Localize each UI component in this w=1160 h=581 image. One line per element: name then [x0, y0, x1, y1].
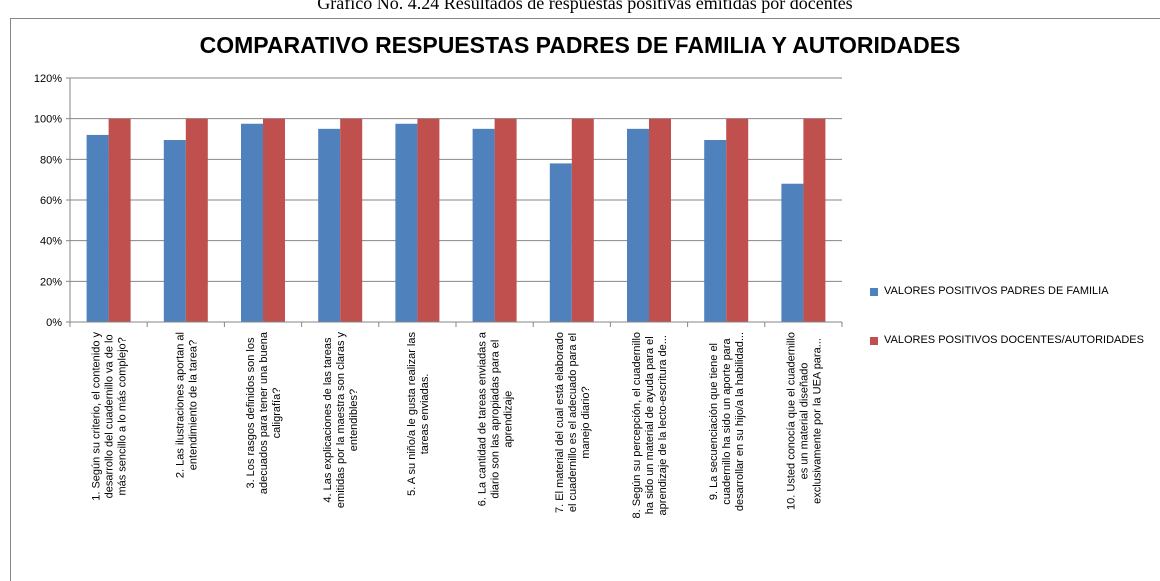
x-tick-label-line: 10. Usted conocía que el cuadernillo: [785, 332, 797, 510]
bar: [318, 128, 341, 322]
x-tick-label: 10. Usted conocía que el cuadernillo es u…: [785, 332, 823, 510]
x-tick-label-line: más sencillo a lo más complejo?: [117, 337, 129, 495]
x-tick-label: 4. Las explicaciones de las tareas emitid…: [322, 332, 360, 509]
bar: [704, 140, 727, 322]
bar: [263, 118, 286, 323]
x-tick-label-line: entendibles?: [348, 389, 360, 451]
x-tick-label-line: 6. La cantidad de tareas enviadas a: [477, 331, 489, 506]
x-tick-label: 1. Según su criterio, el contenido y desa…: [91, 332, 129, 501]
x-tick-label: 8. Según su percepción, el cuadernillo ha…: [631, 332, 669, 519]
x-tick-label-line: 7. El material del cual está elaborado: [554, 332, 566, 513]
x-tick-label-line: caligrafía?: [271, 388, 283, 439]
bar: [340, 118, 363, 323]
x-tick-label: 5. A su niño/a le gusta realizar las tare…: [406, 332, 431, 496]
y-tick-label: 20%: [40, 276, 62, 288]
y-tick-label: 80%: [40, 154, 62, 166]
bar: [726, 118, 749, 323]
bar: [395, 123, 418, 322]
x-tick-label-line: exclusivamente por la UEA para...: [811, 338, 823, 504]
bar: [240, 123, 263, 322]
x-tick-label-line: aprendizaje: [503, 391, 515, 448]
x-tick-label-line: desarrollo del cuadernillo va de lo: [104, 334, 116, 498]
bar: [108, 118, 131, 323]
x-tick-label: 6. La cantidad de tareas enviadas a diari…: [477, 331, 515, 506]
x-tick-label: 3. Los rasgos definidos son los adecuados…: [245, 331, 283, 494]
caption: Gráfico No. 4.24 Resultados de respuesta…: [317, 0, 852, 13]
legend-swatch: [870, 337, 878, 345]
x-tick-label-line: 4. Las explicaciones de las tareas: [322, 337, 334, 503]
caption-bg: [0, 0, 1160, 18]
bar: [549, 163, 572, 322]
x-tick-label-line: adecuados para tener una buena: [258, 331, 270, 494]
bar: [649, 118, 672, 323]
bar: [472, 128, 495, 322]
x-tick-label-line: es un material diseñado: [798, 363, 810, 480]
x-tick-label-line: 9. La secuenciación que tiene el: [708, 343, 720, 500]
legend-label: VALORES POSITIVOS DOCENTES/AUTORIDADES: [884, 334, 1144, 346]
x-tick-label-line: 1. Según su criterio, el contenido y: [91, 332, 103, 501]
x-tick-label-line: 5. A su niño/a le gusta realizar las: [406, 332, 418, 496]
y-tick-label: 0%: [46, 317, 62, 329]
x-tick-label-line: manejo diario?: [580, 386, 592, 458]
x-tick-label-line: 3. Los rasgos definidos son los: [245, 337, 257, 489]
x-tick-label-line: diario son las apropiadas para el: [490, 340, 502, 499]
bar: [417, 118, 440, 323]
x-tick-label-line: emitidas por la maestra son claras y: [335, 332, 347, 509]
bar: [781, 183, 804, 322]
bar: [185, 118, 208, 323]
x-tick-label: 9. La secuenciación que tiene el cuaderni…: [708, 332, 746, 511]
bar: [494, 118, 517, 323]
bar: [803, 118, 826, 323]
x-tick-label-line: aprendizaje de la lecto-escritura de...: [657, 335, 669, 515]
y-tick-label: 100%: [34, 114, 62, 126]
x-tick-label-line: 8. Según su percepción, el cuadernillo: [631, 332, 643, 519]
y-tick-label: 40%: [40, 236, 62, 248]
x-tick-label-line: desarrollar en su hijo/a la habilidad...: [734, 332, 746, 511]
legend-swatch: [870, 288, 878, 296]
x-tick-label-line: cuadernillo ha sido un aporte para: [721, 338, 733, 505]
x-tick-label: 2. Las ilustraciones aportan al entendimi…: [174, 332, 199, 478]
x-tick-label-line: el cuadernillo es el adecuado para el: [567, 333, 579, 512]
bar: [86, 134, 109, 322]
x-tick-label-line: 2. Las ilustraciones aportan al: [174, 332, 186, 478]
bar: [626, 128, 649, 322]
x-tick-label-line: tareas enviadas.: [419, 374, 431, 455]
x-tick-label-line: ha sido un material de ayuda para el: [644, 336, 656, 514]
chart-title: COMPARATIVO RESPUESTAS PADRES DE FAMILIA…: [200, 32, 961, 58]
x-tick-label: 7. El material del cual está elaborado el…: [554, 332, 592, 513]
bar: [163, 140, 186, 322]
y-tick-label: 60%: [40, 195, 62, 207]
legend-label: VALORES POSITIVOS PADRES DE FAMILIA: [884, 285, 1109, 297]
bar: [571, 118, 594, 323]
y-tick-label: 120%: [34, 73, 62, 85]
x-tick-label-line: entendimiento de la tarea?: [187, 340, 199, 470]
